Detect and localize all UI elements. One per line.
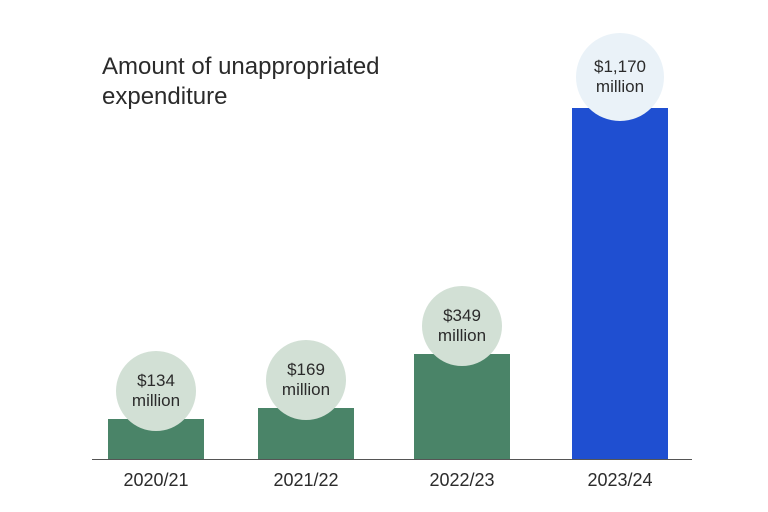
expenditure-bar-chart: Amount of unappropriated expenditure $13… <box>0 0 768 512</box>
value-bubble-2021-22: $169million <box>266 340 346 420</box>
value-bubble-2022-23: $349million <box>422 286 502 366</box>
value-bubble-2023-24: $1,170million <box>576 33 664 121</box>
x-label-2021-22: 2021/22 <box>273 470 338 491</box>
bar-2023-24 <box>572 108 668 459</box>
value-unit: million <box>438 326 486 346</box>
value-amount: $1,170 <box>594 57 646 77</box>
plot-area: $134million2020/21$169million2021/22$349… <box>92 40 692 460</box>
value-amount: $134 <box>132 371 180 391</box>
value-unit: million <box>132 391 180 411</box>
x-axis <box>92 459 692 460</box>
x-label-2022-23: 2022/23 <box>429 470 494 491</box>
value-unit: million <box>282 380 330 400</box>
value-unit: million <box>594 77 646 97</box>
x-label-2020-21: 2020/21 <box>123 470 188 491</box>
value-amount: $169 <box>282 360 330 380</box>
value-amount: $349 <box>438 306 486 326</box>
value-bubble-2020-21: $134million <box>116 351 196 431</box>
x-label-2023-24: 2023/24 <box>587 470 652 491</box>
bar-2022-23 <box>414 354 510 459</box>
